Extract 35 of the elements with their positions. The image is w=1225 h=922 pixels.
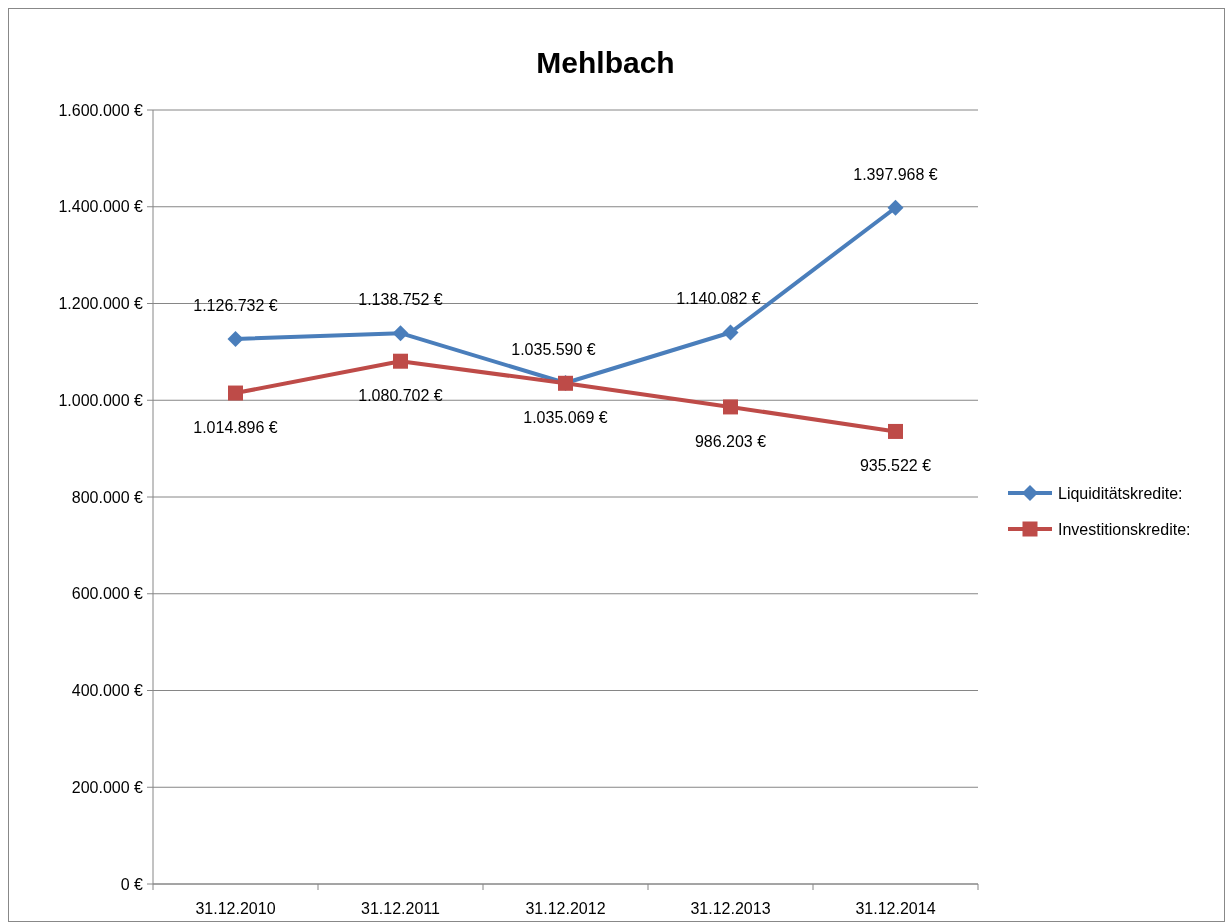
data-label: 1.138.752 €: [358, 291, 443, 309]
legend-label: Liquiditätskredite:: [1058, 484, 1183, 502]
point: [392, 325, 409, 342]
y-tick-label: 1.600.000 €: [58, 101, 144, 119]
point: [722, 324, 739, 341]
point: [888, 423, 903, 439]
point: [228, 385, 243, 401]
data-label: 1.035.590 €: [511, 341, 596, 359]
point: [723, 399, 738, 415]
data-label: 1.140.082 €: [676, 290, 761, 308]
y-tick-label: 1.000.000 €: [58, 391, 144, 409]
data-label: 1.126.732 €: [193, 296, 278, 314]
y-tick-label: 600.000 €: [71, 585, 144, 603]
legend-label: Investitionskredite:: [1058, 520, 1191, 538]
y-tick-label: 200.000 €: [71, 778, 144, 796]
data-label: 986.203 €: [694, 432, 767, 450]
y-tick-label: 0 €: [120, 875, 144, 893]
x-tick-label: 31.12.2011: [361, 900, 441, 917]
x-tick-label: 31.12.2010: [195, 900, 276, 917]
point: [393, 353, 408, 369]
data-label: 1.035.069 €: [523, 409, 608, 427]
y-tick-label: 400.000 €: [71, 682, 144, 700]
data-label: 1.080.702 €: [358, 387, 443, 405]
y-tick-label: 800.000 €: [71, 488, 144, 506]
data-label: 1.014.896 €: [193, 419, 278, 437]
data-label: 935.522 €: [859, 457, 932, 475]
x-tick-label: 31.12.2013: [690, 900, 771, 917]
point: [887, 199, 904, 216]
x-tick-label: 31.12.2014: [855, 900, 936, 917]
x-tick-label: 31.12.2012: [525, 900, 606, 917]
chart-title: Mehlbach: [536, 46, 675, 79]
y-tick-label: 1.200.000 €: [58, 295, 144, 313]
y-tick-label: 1.400.000 €: [58, 198, 144, 216]
point: [227, 330, 244, 347]
data-label: 1.397.968 €: [853, 165, 938, 183]
